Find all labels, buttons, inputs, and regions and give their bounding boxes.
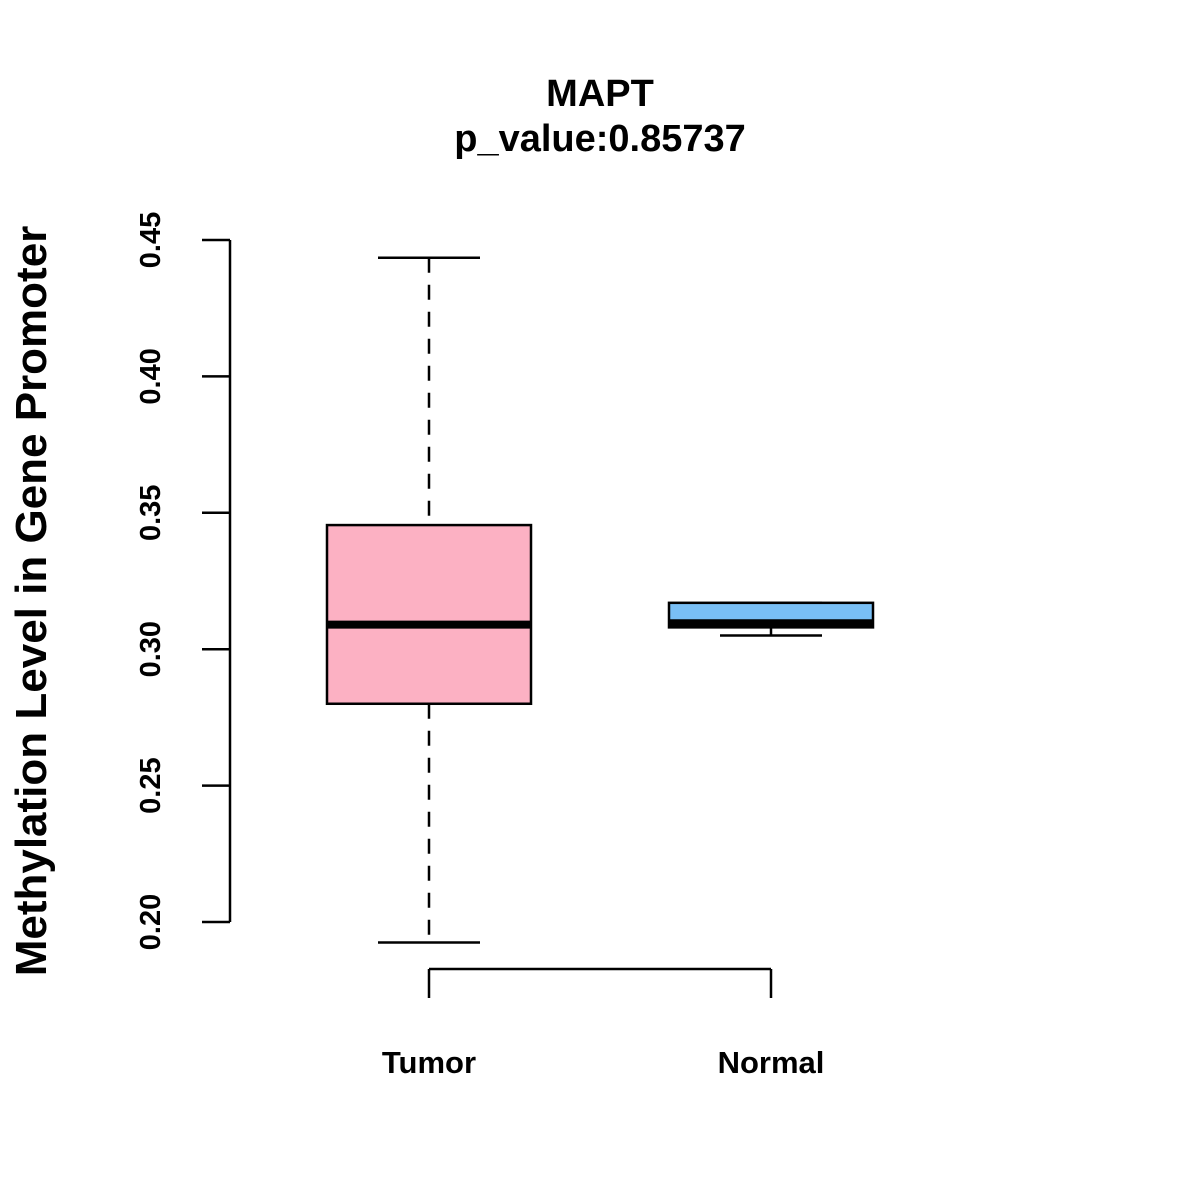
y-tick-label: 0.35 [135,485,167,541]
y-tick-label: 0.20 [135,894,167,950]
y-tick-label: 0.30 [135,621,167,677]
chart-subtitle: p_value:0.85737 [454,118,746,160]
y-tick-label: 0.25 [135,757,167,813]
y-tick-label: 0.45 [135,212,167,268]
x-tick-label-tumor: Tumor [382,1045,476,1080]
boxes-layer [325,256,875,944]
y-axis-label: Methylation Level in Gene Promoter [7,226,56,977]
x-axis: Tumor Normal [382,967,825,1080]
y-axis: 0.20 0.25 0.30 0.35 0.40 0.45 [135,212,232,950]
box-iqr [325,523,533,706]
box-tumor [325,256,533,944]
y-tick-label: 0.40 [135,348,167,404]
chart-title: MAPT [546,73,654,115]
x-tick-label-normal: Normal [718,1045,825,1080]
box-normal [667,601,875,637]
